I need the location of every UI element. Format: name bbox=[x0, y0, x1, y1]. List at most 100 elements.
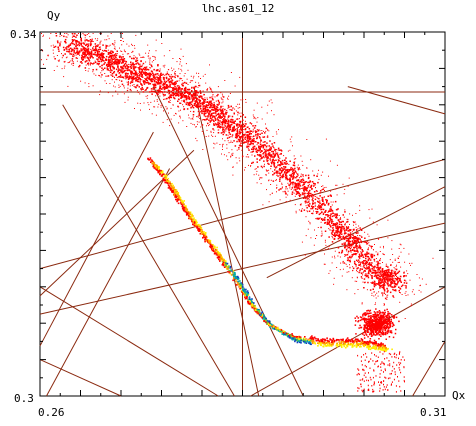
scatter-point bbox=[198, 100, 200, 101]
scatter-point bbox=[233, 129, 236, 132]
scatter-point bbox=[352, 243, 354, 245]
scatter-point bbox=[225, 120, 228, 123]
scatter-point bbox=[377, 332, 379, 334]
scatter-point bbox=[71, 40, 74, 43]
scatter-point bbox=[324, 216, 326, 219]
scatter-point bbox=[106, 68, 109, 71]
scatter-point bbox=[373, 266, 374, 268]
scatter-point bbox=[63, 61, 65, 63]
scatter-point bbox=[84, 53, 86, 55]
scatter-point bbox=[261, 157, 263, 159]
scatter-point bbox=[370, 333, 373, 335]
scatter-point bbox=[303, 188, 306, 190]
scatter-point bbox=[279, 164, 281, 167]
scatter-point bbox=[398, 255, 400, 257]
scatter-point bbox=[162, 93, 165, 96]
scatter-point bbox=[375, 261, 377, 263]
scatter-point bbox=[329, 210, 332, 212]
scatter-point bbox=[365, 323, 368, 326]
scatter-point bbox=[359, 319, 362, 322]
scatter-point bbox=[263, 136, 266, 138]
scatter-point bbox=[121, 91, 123, 93]
scatter-point bbox=[388, 318, 390, 320]
scatter-point bbox=[152, 88, 155, 90]
scatter-point bbox=[343, 238, 345, 240]
scatter-point bbox=[378, 282, 380, 285]
scatter-point bbox=[183, 75, 185, 77]
scatter-point bbox=[239, 76, 241, 78]
scatter-point bbox=[376, 292, 378, 294]
scatter-point bbox=[344, 241, 346, 243]
scatter-point bbox=[348, 226, 350, 228]
scatter-point bbox=[372, 288, 374, 290]
scatter-point bbox=[293, 192, 295, 194]
scatter-point bbox=[120, 65, 122, 68]
scatter-point bbox=[388, 321, 391, 324]
scatter-point bbox=[388, 278, 391, 280]
scatter-point bbox=[168, 90, 170, 92]
scatter-point bbox=[394, 258, 396, 260]
scatter-point bbox=[225, 111, 227, 113]
scatter-point bbox=[398, 279, 401, 282]
scatter-point bbox=[88, 59, 90, 61]
scatter-point bbox=[142, 68, 145, 70]
scatter-point bbox=[251, 151, 254, 153]
scatter-point bbox=[327, 210, 330, 213]
scatter-point bbox=[289, 169, 292, 171]
scatter-point bbox=[386, 321, 388, 323]
scatter-point bbox=[61, 57, 63, 59]
scatter-point bbox=[111, 63, 113, 65]
scatter-point bbox=[240, 127, 242, 129]
scatter-point bbox=[112, 51, 114, 54]
scatter-point bbox=[375, 323, 378, 326]
scatter-point bbox=[155, 78, 157, 81]
scatter-point bbox=[284, 166, 287, 169]
scatter-point bbox=[312, 197, 314, 199]
scatter-point bbox=[373, 283, 376, 285]
scatter-point bbox=[370, 274, 372, 276]
scatter-point bbox=[185, 91, 187, 94]
scatter-point bbox=[347, 252, 349, 254]
scatter-point bbox=[151, 113, 153, 115]
scatter-point bbox=[247, 156, 249, 158]
scatter-point bbox=[249, 130, 251, 132]
scatter-point bbox=[244, 116, 247, 118]
scatter-point bbox=[356, 248, 358, 250]
scatter-point bbox=[179, 87, 181, 89]
scatter-point bbox=[273, 172, 275, 175]
scatter-point bbox=[233, 125, 235, 128]
scatter-point bbox=[192, 77, 194, 79]
scatter-point bbox=[353, 261, 356, 263]
scatter-point bbox=[369, 217, 371, 219]
scatter-point bbox=[371, 255, 374, 257]
scatter-point bbox=[162, 82, 165, 85]
scatter-point bbox=[420, 291, 422, 293]
scatter-point bbox=[69, 53, 71, 55]
scatter-point bbox=[337, 234, 339, 237]
scatter-point bbox=[180, 58, 182, 60]
scatter-point bbox=[347, 238, 350, 240]
scatter-point bbox=[347, 227, 349, 230]
scatter-point bbox=[183, 99, 185, 102]
scatter-point bbox=[270, 165, 272, 167]
scatter-point bbox=[246, 145, 248, 148]
scatter-point bbox=[365, 273, 367, 275]
scatter-point bbox=[378, 238, 380, 240]
scatter-point bbox=[215, 123, 218, 125]
scatter-point bbox=[317, 197, 319, 199]
scatter-point bbox=[370, 245, 373, 248]
scatter-point bbox=[128, 76, 130, 78]
scatter-point bbox=[255, 118, 257, 120]
scatter-point bbox=[398, 261, 400, 263]
scatter-point bbox=[210, 131, 212, 133]
scatter-point bbox=[372, 267, 374, 269]
scatter-point bbox=[104, 67, 106, 69]
scatter-point bbox=[143, 56, 145, 58]
scatter-point bbox=[85, 44, 87, 47]
scatter-point bbox=[357, 320, 359, 323]
scatter-point bbox=[128, 77, 130, 80]
scatter-point bbox=[179, 88, 181, 90]
scatter-point bbox=[279, 157, 281, 159]
scatter-point bbox=[289, 177, 291, 179]
scatter-point bbox=[365, 253, 367, 255]
